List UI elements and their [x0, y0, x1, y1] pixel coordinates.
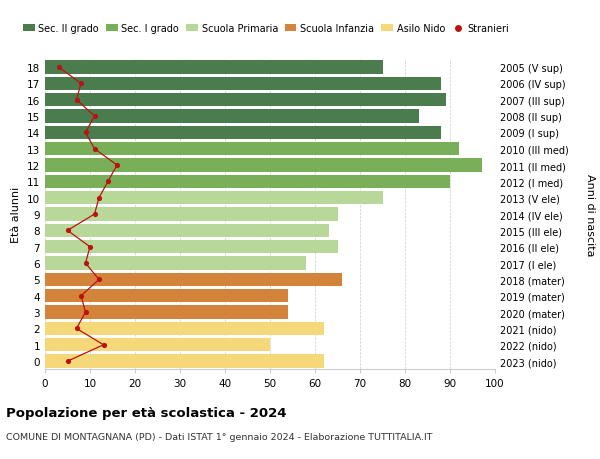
Point	[85, 244, 95, 251]
Bar	[45, 208, 337, 221]
Point	[76, 292, 86, 300]
Text: COMUNE DI MONTAGNANA (PD) - Dati ISTAT 1° gennaio 2024 - Elaborazione TUTTITALIA: COMUNE DI MONTAGNANA (PD) - Dati ISTAT 1…	[6, 432, 433, 442]
Point	[90, 113, 100, 120]
Bar	[45, 159, 482, 172]
Point	[63, 227, 72, 235]
Point	[90, 211, 100, 218]
Bar	[45, 78, 441, 91]
Y-axis label: Anni di nascita: Anni di nascita	[585, 174, 595, 256]
Bar	[45, 224, 329, 238]
Bar	[45, 175, 450, 189]
Point	[112, 162, 122, 169]
Point	[54, 64, 64, 72]
Point	[72, 97, 82, 104]
Point	[80, 260, 91, 267]
Point	[80, 129, 91, 137]
Bar	[45, 290, 288, 303]
Bar	[45, 273, 342, 286]
Bar	[45, 94, 445, 107]
Point	[103, 178, 113, 185]
Bar	[45, 306, 288, 319]
Point	[94, 195, 104, 202]
Text: Popolazione per età scolastica - 2024: Popolazione per età scolastica - 2024	[6, 406, 287, 419]
Bar	[45, 143, 459, 156]
Y-axis label: Età alunni: Età alunni	[11, 186, 22, 243]
Point	[94, 276, 104, 284]
Bar	[45, 241, 337, 254]
Bar	[45, 322, 324, 336]
Point	[76, 80, 86, 88]
Bar	[45, 338, 270, 352]
Bar	[45, 61, 383, 74]
Point	[98, 341, 109, 349]
Bar	[45, 257, 306, 270]
Point	[80, 309, 91, 316]
Bar	[45, 110, 419, 123]
Point	[63, 358, 72, 365]
Point	[90, 146, 100, 153]
Bar	[45, 126, 441, 140]
Bar	[45, 355, 324, 368]
Bar	[45, 191, 383, 205]
Point	[72, 325, 82, 332]
Legend: Sec. II grado, Sec. I grado, Scuola Primaria, Scuola Infanzia, Asilo Nido, Stran: Sec. II grado, Sec. I grado, Scuola Prim…	[23, 24, 509, 34]
